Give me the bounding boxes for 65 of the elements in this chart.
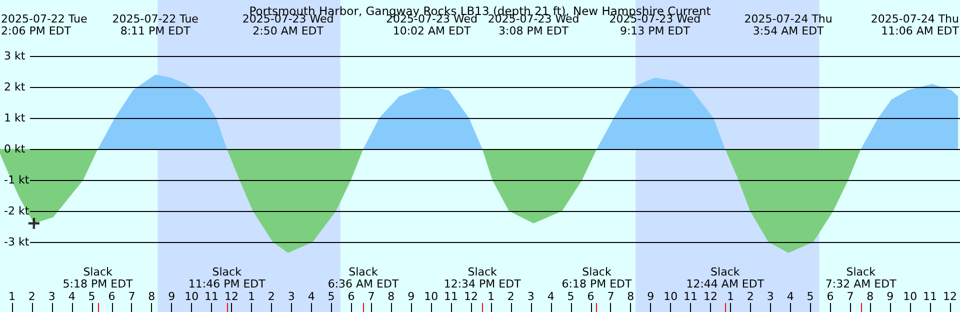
x-tick-label: 2 [268,290,275,303]
annotation: 2025-07-24 Thu 11:06 AM EDT [870,12,960,38]
x-tick-label: 1 [487,290,494,303]
x-tick-label: 12 [464,290,478,303]
x-tick-label: 5 [567,290,574,303]
x-tick-label: 11 [923,290,938,303]
x-tick-label: 10 [664,290,678,303]
y-tick-label: 1 kt [4,112,26,125]
x-tick-label: 1 [8,290,16,303]
x-tick-label: 12 [704,290,718,303]
x-tick-label: 6 [348,290,355,303]
x-tick-label: 7 [368,290,375,303]
annotation: Slack 6:36 AM EDT [328,266,399,290]
x-tick-label: 6 [826,290,834,303]
x-tick-label: 7 [846,290,854,303]
y-tick-label: -2 kt [4,204,30,218]
annotation: Slack 7:32 AM EDT [825,266,897,290]
x-tick-label: 9 [408,290,415,303]
annotation: 2025-07-22 Tue 2:06 PM EDT [1,12,88,38]
y-tick-label: -1 kt [4,174,30,187]
x-tick-label: 4 [68,290,76,303]
x-tick-label: 8 [388,290,395,303]
x-tick-label: 2 [28,290,36,303]
x-tick-label: 4 [308,290,315,303]
annotation: Slack 5:18 PM EDT [62,266,134,290]
x-tick-label: 1 [726,290,734,303]
x-tick-label: 5 [806,290,814,303]
x-tick-label: 12 [943,290,957,303]
x-tick-label: 10 [184,290,199,303]
y-tick-label: 2 kt [4,80,26,94]
x-tick-label: 6 [587,290,594,303]
x-tick-label: 3 [288,290,295,303]
x-tick-label: 11 [684,290,698,303]
annotation: Slack 11:46 PM EDT [188,266,266,290]
x-tick-label: 5 [88,290,96,303]
annotation: Slack 6:18 PM EDT [562,266,632,290]
x-tick-label: 9 [886,290,894,303]
x-tick-label: 11 [204,290,219,303]
x-tick-label: 8 [148,290,156,303]
x-tick-label: 7 [607,290,614,303]
annotation: Slack 12:44 AM EDT [686,266,764,290]
y-tick-label: 3 kt [4,50,26,63]
x-tick-label: 1 [248,290,255,303]
x-tick-label: 9 [168,290,176,303]
x-tick-label: 7 [128,290,136,303]
x-tick-label: 11 [444,290,458,303]
x-tick-label: 8 [866,290,874,303]
annotation: 2025-07-22 Tue 8:11 PM EDT [112,12,199,38]
annotation: Slack 12:34 PM EDT [444,266,522,290]
x-tick-label: 6 [108,290,116,303]
x-tick-label: 2 [507,290,514,303]
x-tick-label: 4 [786,290,794,303]
y-tick-label: -3 kt [4,235,30,248]
x-tick-label: 5 [328,290,335,303]
x-tick-label: 9 [647,290,654,303]
x-tick-label: 12 [224,290,239,303]
x-tick-label: 3 [766,290,774,303]
x-tick-label: 8 [627,290,634,303]
x-tick-label: 10 [424,290,438,303]
x-tick-label: 4 [547,290,554,303]
x-tick-label: 3 [48,290,56,303]
x-tick-label: 2 [746,290,754,303]
x-tick-label: 10 [903,290,918,303]
x-tick-label: 3 [527,290,534,303]
annotation: 2025-07-24 Thu 3:54 AM EDT [744,12,832,38]
